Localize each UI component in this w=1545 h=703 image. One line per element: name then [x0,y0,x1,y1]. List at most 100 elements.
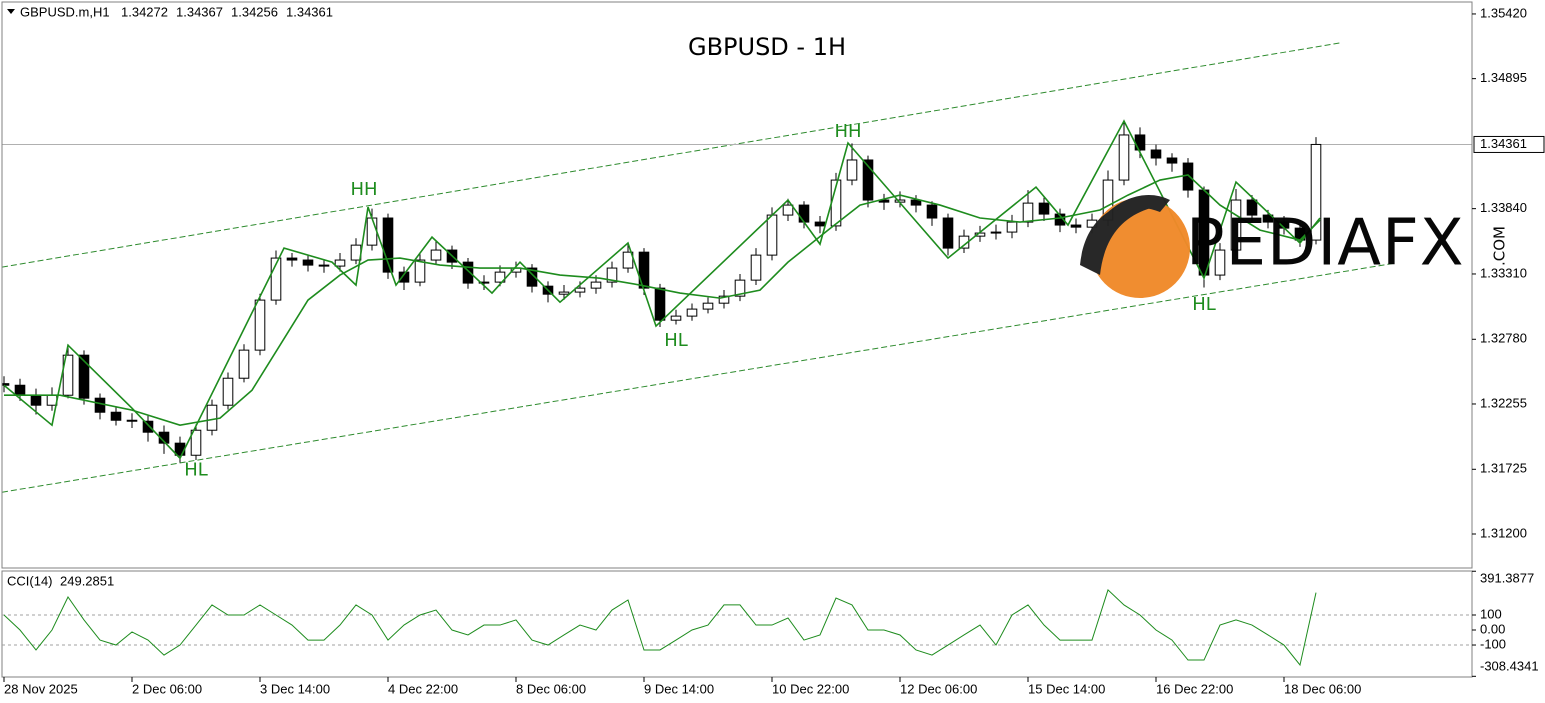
symbol: GBPUSD.m,H1 [20,4,110,19]
candle-body [462,261,474,284]
candle-body [814,221,826,227]
candle-body [702,302,714,310]
candle-body [302,259,314,266]
annotation: HH [350,179,377,200]
candle-body [1246,199,1258,216]
y-tick-label: 1.34895 [1480,70,1527,85]
x-tick-label: 2 Dec 06:00 [132,681,202,696]
candle-body [14,384,26,396]
logo: PEDIAFX .COM [1080,195,1509,298]
candle-body [494,271,506,283]
x-tick-label: 9 Dec 14:00 [644,681,714,696]
candle-body [654,287,666,321]
candle-body [270,257,282,301]
watermark-suffix: .COM [1491,226,1509,266]
candle-body [1166,157,1178,164]
candle-body [942,217,954,249]
candle-body [1262,214,1274,223]
candle-body [1230,199,1242,251]
candle-body [1054,213,1066,226]
x-tick-label: 8 Dec 06:00 [516,681,586,696]
candle-body [398,271,410,283]
x-tick-label: 28 Nov 2025 [4,681,78,696]
candle-body [862,159,874,201]
candle-body [622,251,634,269]
candle-body [62,354,74,396]
candle-body [750,254,762,281]
y-tick-label: 1.32255 [1480,395,1527,410]
candle-body [254,299,266,351]
candle-body [990,231,1002,234]
candle-body [1118,134,1130,181]
moving-average [4,174,1321,427]
y-tick-label: 100 [1480,606,1502,621]
candle-body [574,287,586,293]
cci-panel [2,589,1472,667]
candle-body [78,354,90,399]
candle-body [1182,162,1194,191]
candle-body [158,431,170,444]
annotation: HL [184,459,208,480]
y-tick-label: 1.35420 [1480,5,1527,20]
annotation: HL [1192,294,1216,315]
candle-body [430,249,442,261]
last-price-box [1473,135,1545,153]
x-tick-label: 15 Dec 14:00 [1028,681,1105,696]
logo-swoosh [1080,202,1165,275]
x-tick-label: 3 Dec 14:00 [260,681,330,696]
candle-body [798,204,810,223]
cci-value: 249.2851 [60,573,114,588]
candle-body [286,257,298,261]
y-tick-label: 0.00 [1480,621,1505,636]
x-tick-label: 16 Dec 22:00 [1156,681,1233,696]
x-tick-label: 12 Dec 06:00 [900,681,977,696]
candle-body [846,159,858,181]
candle-body [1070,224,1082,228]
candle-body [478,281,490,284]
logo-swoosh [1105,195,1170,215]
candle-body [526,267,538,287]
cci-line [3,589,1317,667]
y-tick-label: 1.31200 [1480,525,1527,540]
candle-body [910,199,922,206]
candle-body [1006,221,1018,233]
candle-body [2,383,10,386]
candle-body [366,217,378,246]
candle-body [606,267,618,283]
ohlc-high: 1.34367 [176,4,223,19]
x-tick-label: 10 Dec 22:00 [772,681,849,696]
y-tick-label: 1.33310 [1480,265,1527,280]
candle-body [142,420,154,433]
candle-body [1038,202,1050,215]
y-tick-label: 391.3877 [1480,570,1534,585]
candle-body [414,259,426,283]
candle-body [734,279,746,297]
candle-body [238,349,250,379]
price-panel: HH HH HL HL HL [2,42,1472,493]
candle-body [126,419,138,422]
candle-body [206,404,218,431]
candle-body [174,442,186,456]
chart-title: GBPUSD - 1H [688,33,846,61]
candle-body [686,308,698,317]
candle-body [718,295,730,304]
candle-body [350,244,362,261]
candle-body [30,394,42,406]
candle-body [1150,149,1162,159]
candle-body [1022,202,1034,223]
annotation: HL [664,330,688,351]
x-tick-label: 18 Dec 06:00 [1284,681,1361,696]
y-tick-label: 1.32780 [1480,331,1527,346]
channel-line [2,262,1396,493]
candle-body [590,281,602,289]
candle-body [1134,134,1146,151]
candle-body [382,217,394,273]
candle-body [190,429,202,456]
candle-body [766,214,778,256]
ohlc-open: 1.34272 [121,4,168,19]
candle-body [926,204,938,219]
candle-body [46,394,58,406]
y-tick-label: -308.4341 [1480,658,1539,673]
